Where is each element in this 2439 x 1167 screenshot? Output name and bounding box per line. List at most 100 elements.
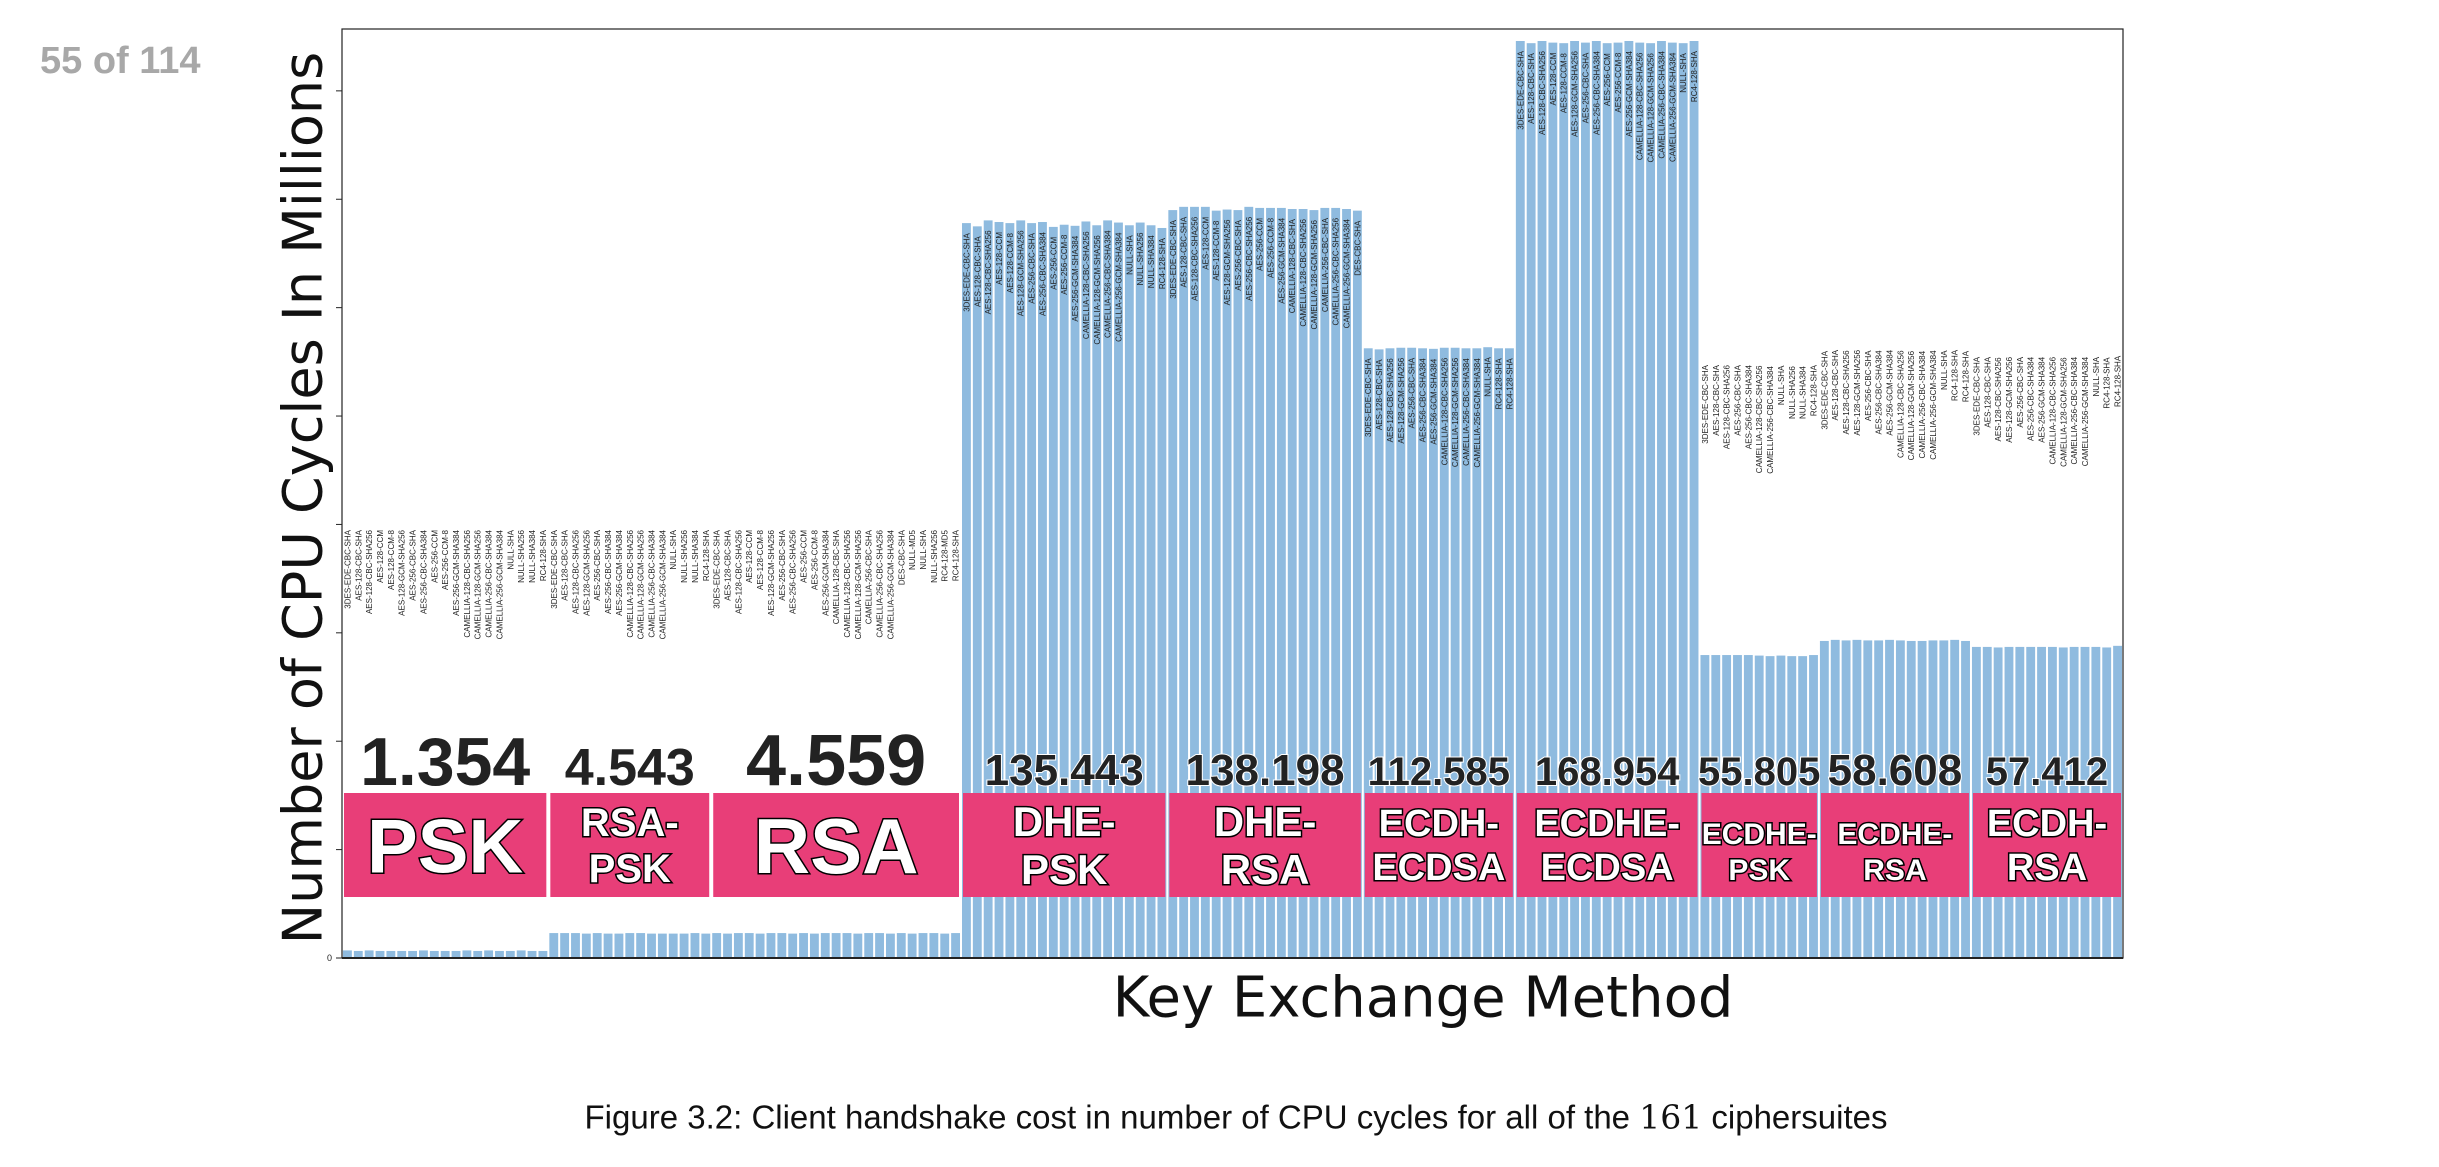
ciphersuite-label: AES-256-CCM-8 bbox=[1267, 217, 1276, 278]
bar bbox=[495, 950, 504, 958]
ciphersuite-label: AES-256-CCM bbox=[800, 530, 809, 583]
ciphersuite-label: AES-256-GCM-SHA384 bbox=[1886, 349, 1895, 435]
ciphersuite-label: AES-128-CBC-SHA256 bbox=[1190, 216, 1199, 301]
bar bbox=[1602, 43, 1612, 959]
bar bbox=[1222, 209, 1232, 958]
ciphersuite-label: CAMELLIA-128-GCM-SHA256 bbox=[474, 529, 483, 639]
bar-group-dhe-rsa: 3DES-EDE-CBC-SHA AES-128-CBC-SHA AES-128-C… bbox=[1168, 206, 1362, 959]
bar bbox=[885, 933, 895, 958]
group-band bbox=[1364, 793, 1513, 897]
bar bbox=[690, 933, 700, 958]
bar bbox=[983, 220, 993, 959]
group-band bbox=[1701, 793, 1817, 897]
group-label: RSA bbox=[1863, 854, 1926, 887]
bar bbox=[1331, 207, 1341, 959]
bar bbox=[429, 950, 439, 958]
ciphersuite-label: AES-128-CCM bbox=[745, 530, 754, 583]
ciphersuite-label: AES-128-CBC-SHA bbox=[1983, 356, 1992, 427]
ciphersuite-label: AES-256-CBC-SHA384 bbox=[2027, 356, 2036, 441]
bar bbox=[1200, 206, 1210, 958]
bar bbox=[1570, 41, 1580, 958]
ciphersuite-label: NULL-SHA384 bbox=[1799, 366, 1808, 419]
ciphersuite-label: CAMELLIA-128-CBC-SHA bbox=[832, 529, 841, 624]
ciphersuite-label: 3DES-EDE-CBC-SHA bbox=[550, 529, 559, 608]
bar bbox=[1211, 210, 1221, 958]
bar-group-ecdhe-psk: 3DES-EDE-CBC-SHA AES-128-CBC-SHA AES-128-C… bbox=[1697, 364, 1821, 958]
bar bbox=[994, 222, 1004, 958]
bar bbox=[1276, 207, 1286, 959]
group-band bbox=[963, 793, 1166, 897]
bar bbox=[1374, 349, 1384, 958]
ciphersuite-label: CAMELLIA-256-GCM-SHA384 bbox=[1114, 232, 1123, 342]
ciphersuite-label: CAMELLIA-128-CBC-SHA bbox=[1288, 218, 1297, 313]
ciphersuite-label: AES-256-GCM-SHA384 bbox=[1625, 50, 1634, 136]
bar-group-ecdh-rsa: 3DES-EDE-CBC-SHA AES-128-CBC-SHA AES-128-C… bbox=[1971, 355, 2123, 958]
bar bbox=[1504, 348, 1514, 958]
ciphersuite-label: CAMELLIA-256-CBC-SHA256 bbox=[1332, 217, 1341, 325]
bar bbox=[473, 950, 483, 958]
ciphersuite-label: AES-128-GCM-SHA256 bbox=[1017, 230, 1026, 316]
bar bbox=[1233, 210, 1243, 959]
ciphersuite-label: AES-256-GCM-SHA384 bbox=[1429, 358, 1438, 444]
ciphersuite-label: AES-256-CBC-SHA bbox=[1234, 219, 1243, 290]
ciphersuite-label: AES-128-CCM-8 bbox=[756, 529, 765, 590]
ciphersuite-label: AES-256-CCM bbox=[430, 530, 439, 583]
bar bbox=[788, 933, 798, 958]
ciphersuite-label: AES-256-GCM-SHA384 bbox=[2038, 356, 2047, 442]
ciphersuite-label: CAMELLIA-128-GCM-SHA256 bbox=[1647, 53, 1656, 163]
bar bbox=[1657, 41, 1666, 958]
ciphersuite-label: CAMELLIA-128-GCM-SHA256 bbox=[2059, 357, 2068, 467]
bar bbox=[1135, 222, 1145, 959]
ciphersuite-label: CAMELLIA-256-CBC-SHA384 bbox=[1766, 366, 1775, 474]
ciphersuite-label: NULL-SHA256 bbox=[1136, 232, 1145, 285]
bar bbox=[657, 933, 667, 958]
ciphersuite-label: AES-128-CBC-SHA256 bbox=[734, 529, 743, 614]
bar bbox=[1494, 348, 1503, 958]
ciphersuite-label: AES-256-CCM-8 bbox=[810, 529, 819, 590]
bar bbox=[1483, 347, 1493, 958]
ciphersuite-label: AES-128-CBC-SHA256 bbox=[1386, 358, 1395, 443]
bar bbox=[951, 933, 961, 958]
ciphersuite-label: CAMELLIA-128-CBC-SHA256 bbox=[1755, 365, 1764, 473]
group-value-label: 58.608 bbox=[1828, 746, 1963, 795]
ciphersuite-label: AES-128-CBC-SHA256 bbox=[365, 529, 374, 614]
ciphersuite-label: CAMELLIA-256-CBC-SHA bbox=[865, 529, 874, 624]
bar bbox=[549, 933, 559, 958]
ciphersuite-label: AES-128-GCM-SHA256 bbox=[582, 529, 591, 615]
ciphersuite-label: AES-256-CCM-8 bbox=[441, 529, 450, 590]
ciphersuite-label: AES-256-GCM-SHA384 bbox=[821, 529, 830, 615]
bar bbox=[560, 933, 570, 958]
bar bbox=[364, 950, 374, 958]
ciphersuite-label: AES-256-CBC-SHA bbox=[1581, 52, 1590, 123]
ciphersuite-label: CAMELLIA-128-CBC-SHA256 bbox=[1440, 357, 1449, 465]
ciphersuite-label: CAMELLIA-128-GCM-SHA256 bbox=[1907, 350, 1916, 460]
bar bbox=[1450, 347, 1460, 958]
ciphersuite-label: CAMELLIA-128-GCM-SHA256 bbox=[1310, 220, 1319, 330]
ciphersuite-label: RC4-128-SHA bbox=[1158, 237, 1167, 289]
ciphersuite-label: AES-256-CBC-SHA bbox=[778, 529, 787, 600]
ciphersuite-label: NULL-SHA bbox=[1125, 235, 1134, 275]
ciphersuite-label: NULL-SHA256 bbox=[930, 529, 939, 582]
ciphersuite-label: AES-128-GCM-SHA256 bbox=[1397, 357, 1406, 443]
bar bbox=[1591, 41, 1601, 958]
bar bbox=[972, 226, 982, 958]
ciphersuite-label: AES-128-CBC-SHA bbox=[973, 236, 982, 307]
ciphersuite-label: AES-256-CCM bbox=[1049, 237, 1058, 290]
bar bbox=[1103, 220, 1113, 959]
ciphersuite-label: NULL-SHA bbox=[919, 529, 928, 569]
bar bbox=[755, 933, 765, 958]
bar bbox=[842, 933, 852, 958]
figure-caption: Figure 3.2: Client handshake cost in num… bbox=[585, 1098, 1888, 1137]
bar bbox=[668, 933, 678, 958]
group-value-label: 112.585 bbox=[1368, 750, 1510, 794]
bar bbox=[1678, 43, 1688, 959]
ciphersuite-label: AES-128-CBC-SHA bbox=[1375, 359, 1384, 430]
bar bbox=[408, 950, 418, 958]
bar bbox=[516, 950, 526, 958]
bar bbox=[940, 933, 950, 958]
ciphersuite-label: AES-128-CCM-8 bbox=[387, 529, 396, 590]
bar bbox=[1581, 42, 1590, 959]
group-label: PSK bbox=[589, 847, 671, 891]
bar bbox=[1048, 226, 1058, 959]
ciphersuite-label: CAMELLIA-128-GCM-SHA256 bbox=[1093, 235, 1102, 345]
